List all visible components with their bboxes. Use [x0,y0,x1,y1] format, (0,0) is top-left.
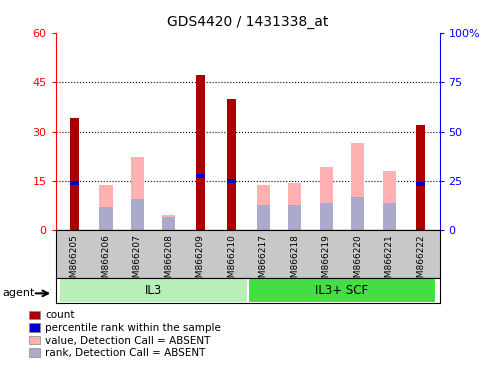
Bar [416,125,425,230]
Bar [70,180,79,185]
Text: GSM866220: GSM866220 [353,234,362,289]
Text: GSM866208: GSM866208 [164,234,173,289]
Bar [288,205,301,230]
Bar [59,278,248,303]
Bar [162,217,175,230]
Bar [131,157,144,230]
Bar [320,203,333,230]
Text: IL3+ SCF: IL3+ SCF [315,285,369,297]
Bar [383,171,396,230]
Bar [162,215,175,230]
Text: agent: agent [2,288,35,298]
Bar [227,179,236,183]
Text: GSM866221: GSM866221 [384,234,394,289]
Bar [227,99,236,230]
Bar [196,76,205,230]
Text: GSM866219: GSM866219 [322,234,331,289]
Text: GSM866218: GSM866218 [290,234,299,289]
Bar [320,167,333,230]
Text: IL3: IL3 [144,285,162,297]
Bar [248,278,436,303]
Bar [99,207,113,230]
Text: GSM866206: GSM866206 [101,234,111,289]
Text: GSM866222: GSM866222 [416,234,425,289]
Text: GSM866217: GSM866217 [259,234,268,289]
Bar [351,143,364,230]
Bar [416,182,425,186]
Bar [196,174,205,178]
Bar [256,205,270,230]
Text: GSM866205: GSM866205 [70,234,79,289]
Text: GSM866207: GSM866207 [133,234,142,289]
Bar [383,203,396,230]
Bar [256,185,270,230]
Bar [99,185,113,230]
Title: GDS4420 / 1431338_at: GDS4420 / 1431338_at [167,15,328,29]
Bar [70,118,79,230]
Bar [351,197,364,230]
Bar [288,183,301,230]
Text: GSM866209: GSM866209 [196,234,205,289]
Bar [131,199,144,230]
Legend: count, percentile rank within the sample, value, Detection Call = ABSENT, rank, : count, percentile rank within the sample… [29,311,221,358]
Text: GSM866210: GSM866210 [227,234,236,289]
